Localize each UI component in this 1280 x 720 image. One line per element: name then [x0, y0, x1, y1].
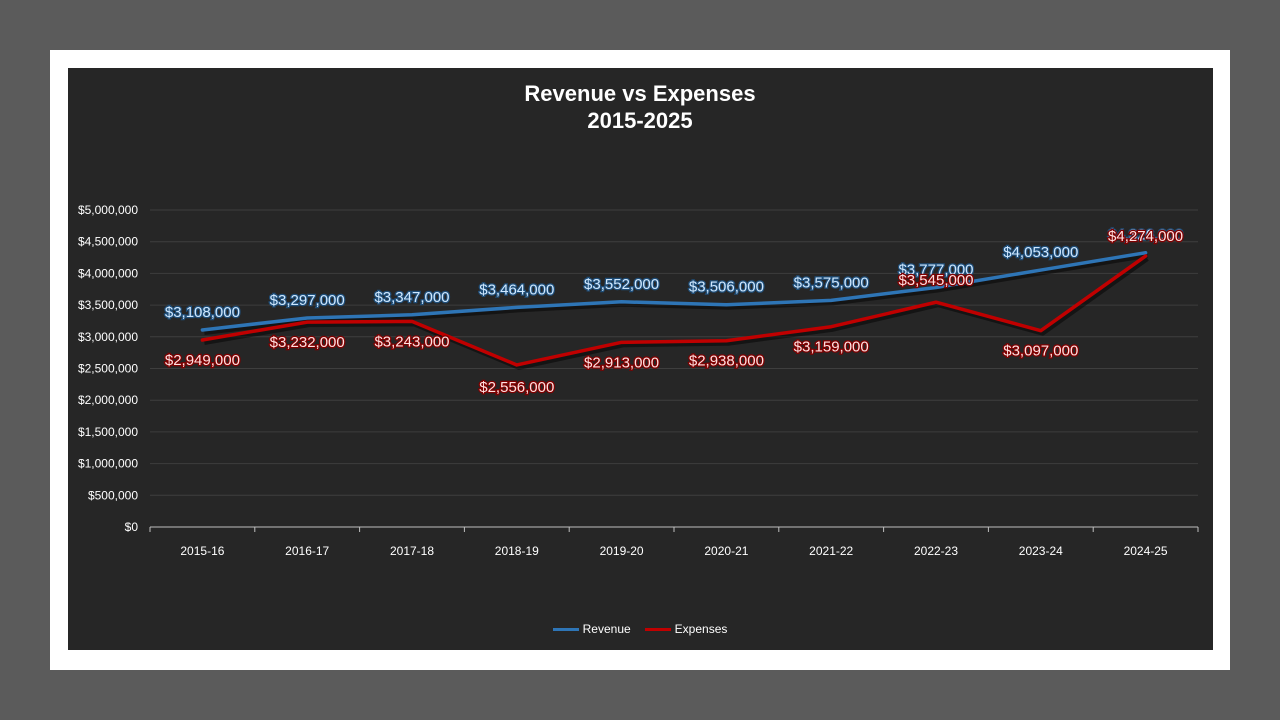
- y-tick-label: $1,000,000: [78, 457, 138, 471]
- data-label-expenses: $3,097,000: [1003, 343, 1078, 360]
- data-label-revenue: $3,777,000: [898, 262, 973, 279]
- legend-item-revenue: Revenue: [552, 622, 631, 636]
- data-label-revenue: $4,326,000: [1108, 227, 1183, 244]
- y-tick-label: $4,000,000: [78, 266, 138, 280]
- x-tick-label: 2024-25: [1124, 544, 1168, 558]
- y-tick-label: $1,500,000: [78, 425, 138, 439]
- chart-area: [68, 68, 1213, 650]
- x-tick-label: 2020-21: [704, 544, 748, 558]
- x-tick-label: 2019-20: [600, 544, 644, 558]
- data-label-revenue: $4,053,000: [1003, 244, 1078, 261]
- series-line-shadow-revenue: [204, 253, 1148, 335]
- x-tick-label: 2022-23: [914, 544, 958, 558]
- x-tick-label: 2021-22: [809, 544, 853, 558]
- y-tick-label: $3,500,000: [78, 298, 138, 312]
- x-tick-label: 2016-17: [285, 544, 329, 558]
- data-label-revenue: $3,464,000: [479, 281, 554, 298]
- x-tick-label: 2023-24: [1019, 544, 1063, 558]
- chart-title: Revenue vs Expenses: [524, 81, 756, 106]
- data-label-expenses: $3,545,000: [898, 272, 973, 289]
- data-label-revenue: $3,108,000: [165, 304, 240, 321]
- legend: Revenue Expenses: [0, 622, 1280, 636]
- legend-item-expenses: Expenses: [644, 622, 728, 636]
- series-line-shadow-expenses: [204, 257, 1149, 370]
- data-label-revenue: $3,506,000: [689, 279, 764, 296]
- data-label-revenue: $3,297,000: [270, 292, 345, 309]
- data-label-expenses: $2,938,000: [689, 353, 764, 370]
- data-label-revenue: $3,347,000: [374, 289, 449, 306]
- data-label-expenses: $3,243,000: [374, 333, 449, 350]
- legend-swatch-expenses: [644, 627, 671, 631]
- y-tick-label: $500,000: [88, 488, 138, 502]
- data-label-expenses: $3,232,000: [270, 334, 345, 351]
- data-label-expenses: $3,159,000: [794, 339, 869, 356]
- y-tick-label: $4,500,000: [78, 235, 138, 249]
- y-tick-label: $0: [125, 520, 139, 534]
- x-tick-label: 2017-18: [390, 544, 434, 558]
- y-tick-label: $5,000,000: [78, 203, 138, 217]
- data-label-revenue: $3,575,000: [794, 274, 869, 291]
- y-tick-label: $3,000,000: [78, 330, 138, 344]
- data-label-revenue: $3,552,000: [584, 276, 659, 293]
- legend-swatch-revenue: [552, 627, 579, 631]
- data-label-expenses: $4,274,000: [1108, 228, 1183, 245]
- y-tick-label: $2,500,000: [78, 362, 138, 376]
- data-label-expenses: $2,913,000: [584, 354, 659, 371]
- legend-label-expenses: Expenses: [674, 622, 728, 636]
- chart-title-block: Revenue vs Expenses 2015-2025: [0, 80, 1280, 134]
- data-label-expenses: $2,556,000: [479, 379, 554, 396]
- series-line-revenue: [200, 250, 1148, 332]
- legend-label-revenue: Revenue: [582, 622, 631, 636]
- x-tick-label: 2015-16: [180, 544, 224, 558]
- chart-subtitle: 2015-2025: [587, 108, 693, 133]
- x-tick-label: 2018-19: [495, 544, 539, 558]
- series-line-expenses: [200, 254, 1148, 367]
- data-label-expenses: $2,949,000: [165, 352, 240, 369]
- y-tick-label: $2,000,000: [78, 393, 138, 407]
